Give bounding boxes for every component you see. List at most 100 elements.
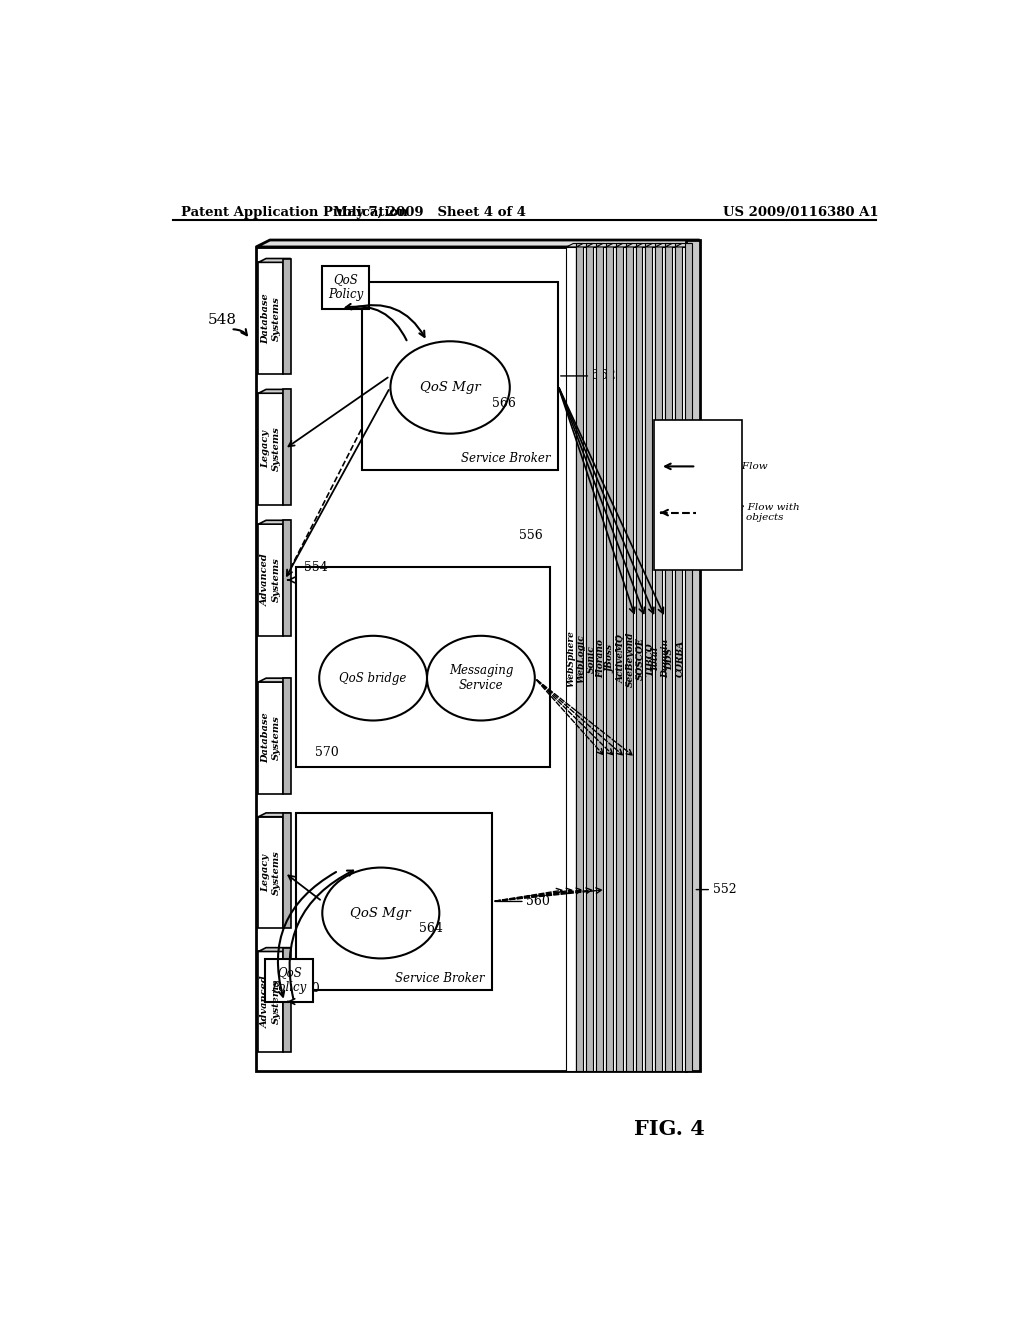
Ellipse shape (390, 342, 510, 434)
Polygon shape (283, 948, 291, 1052)
Text: CORBA: CORBA (676, 640, 684, 677)
Bar (258, 817, 283, 928)
Text: SeeBeyond: SeeBeyond (626, 631, 635, 686)
Ellipse shape (427, 636, 535, 721)
Text: Legacy
Systems: Legacy Systems (261, 850, 281, 895)
Polygon shape (577, 243, 584, 1071)
Bar (675, 247, 685, 1071)
Ellipse shape (323, 867, 439, 958)
Polygon shape (685, 243, 692, 1071)
Polygon shape (577, 243, 593, 247)
Bar (577, 247, 586, 1071)
Bar (606, 247, 615, 1071)
Text: QoS bridge: QoS bridge (339, 672, 407, 685)
Text: 550: 550 (296, 982, 319, 995)
Text: 560: 560 (526, 895, 550, 908)
Bar (596, 247, 606, 1071)
Polygon shape (686, 240, 699, 1071)
Polygon shape (586, 243, 603, 247)
Polygon shape (655, 243, 663, 1071)
Text: Legacy
Systems: Legacy Systems (261, 426, 281, 471)
Text: TIBCO: TIBCO (646, 642, 655, 676)
Polygon shape (606, 243, 623, 247)
Bar (265, 960, 313, 1002)
Polygon shape (596, 243, 603, 1071)
Polygon shape (258, 389, 291, 393)
Bar (322, 267, 370, 309)
Bar (256, 247, 686, 1071)
Text: SOSCOE: SOSCOE (636, 638, 645, 680)
Polygon shape (675, 243, 692, 247)
Text: Control Flow: Control Flow (698, 462, 767, 471)
Text: 554: 554 (304, 561, 328, 574)
Bar (296, 813, 493, 990)
Polygon shape (256, 240, 699, 247)
Polygon shape (626, 243, 633, 1071)
Bar (296, 566, 550, 767)
Ellipse shape (319, 636, 427, 721)
Bar (586, 247, 596, 1071)
Polygon shape (586, 243, 593, 1071)
Polygon shape (626, 243, 642, 247)
Bar (654, 420, 742, 570)
Text: Message Flow with
contract objects: Message Flow with contract objects (698, 503, 800, 523)
Polygon shape (636, 243, 652, 247)
Polygon shape (655, 243, 672, 247)
Text: 570: 570 (315, 746, 339, 759)
Text: FIG. 4: FIG. 4 (634, 1118, 705, 1139)
Polygon shape (258, 678, 291, 682)
Text: WebLogic: WebLogic (577, 635, 586, 684)
Bar (636, 247, 645, 1071)
Polygon shape (283, 389, 291, 506)
Text: 562: 562 (592, 370, 615, 383)
Bar (655, 247, 666, 1071)
Polygon shape (645, 243, 663, 247)
Text: Messaging
Service: Messaging Service (449, 664, 513, 692)
Text: US 2009/0116380 A1: US 2009/0116380 A1 (723, 206, 879, 219)
Text: Advanced
Systems: Advanced Systems (261, 975, 281, 1028)
Polygon shape (675, 243, 682, 1071)
Bar (645, 247, 655, 1071)
Text: 556: 556 (519, 529, 543, 543)
Text: QoS
Policy: QoS Policy (271, 966, 307, 994)
Text: Sonic: Sonic (587, 645, 596, 673)
Polygon shape (283, 678, 291, 793)
Polygon shape (596, 243, 612, 247)
Text: JBoss: JBoss (606, 645, 615, 673)
Text: 552: 552 (713, 883, 736, 896)
Bar (258, 524, 283, 636)
Polygon shape (606, 243, 612, 1071)
Bar (361, 281, 558, 470)
Polygon shape (566, 243, 584, 247)
Polygon shape (283, 259, 291, 374)
Text: Service Broker: Service Broker (461, 453, 550, 465)
Text: QoS Mgr: QoS Mgr (350, 907, 412, 920)
Text: Florano: Florano (596, 639, 605, 678)
Text: 548: 548 (208, 313, 237, 327)
Text: WebSphere: WebSphere (567, 631, 575, 688)
Bar (258, 393, 283, 506)
Text: May 7, 2009   Sheet 4 of 4: May 7, 2009 Sheet 4 of 4 (333, 206, 525, 219)
Text: Database
Systems: Database Systems (261, 293, 281, 343)
Bar (666, 247, 675, 1071)
Polygon shape (258, 813, 291, 817)
Polygon shape (258, 520, 291, 524)
Text: DDS: DDS (666, 648, 675, 671)
Text: Database
Systems: Database Systems (261, 713, 281, 763)
Polygon shape (258, 948, 291, 952)
Polygon shape (645, 243, 652, 1071)
Text: 564: 564 (419, 923, 443, 936)
Polygon shape (258, 259, 291, 263)
Text: Patent Application Publication: Patent Application Publication (180, 206, 408, 219)
Polygon shape (615, 243, 623, 1071)
Text: ActiveMQ: ActiveMQ (616, 635, 626, 684)
Text: QoS Mgr: QoS Mgr (420, 381, 480, 393)
Polygon shape (666, 243, 682, 247)
Bar (258, 952, 283, 1052)
Bar (615, 247, 626, 1071)
Polygon shape (666, 243, 672, 1071)
Text: 566: 566 (493, 397, 516, 409)
Text: Service Broker: Service Broker (395, 972, 484, 985)
Polygon shape (615, 243, 633, 247)
Bar (258, 682, 283, 793)
